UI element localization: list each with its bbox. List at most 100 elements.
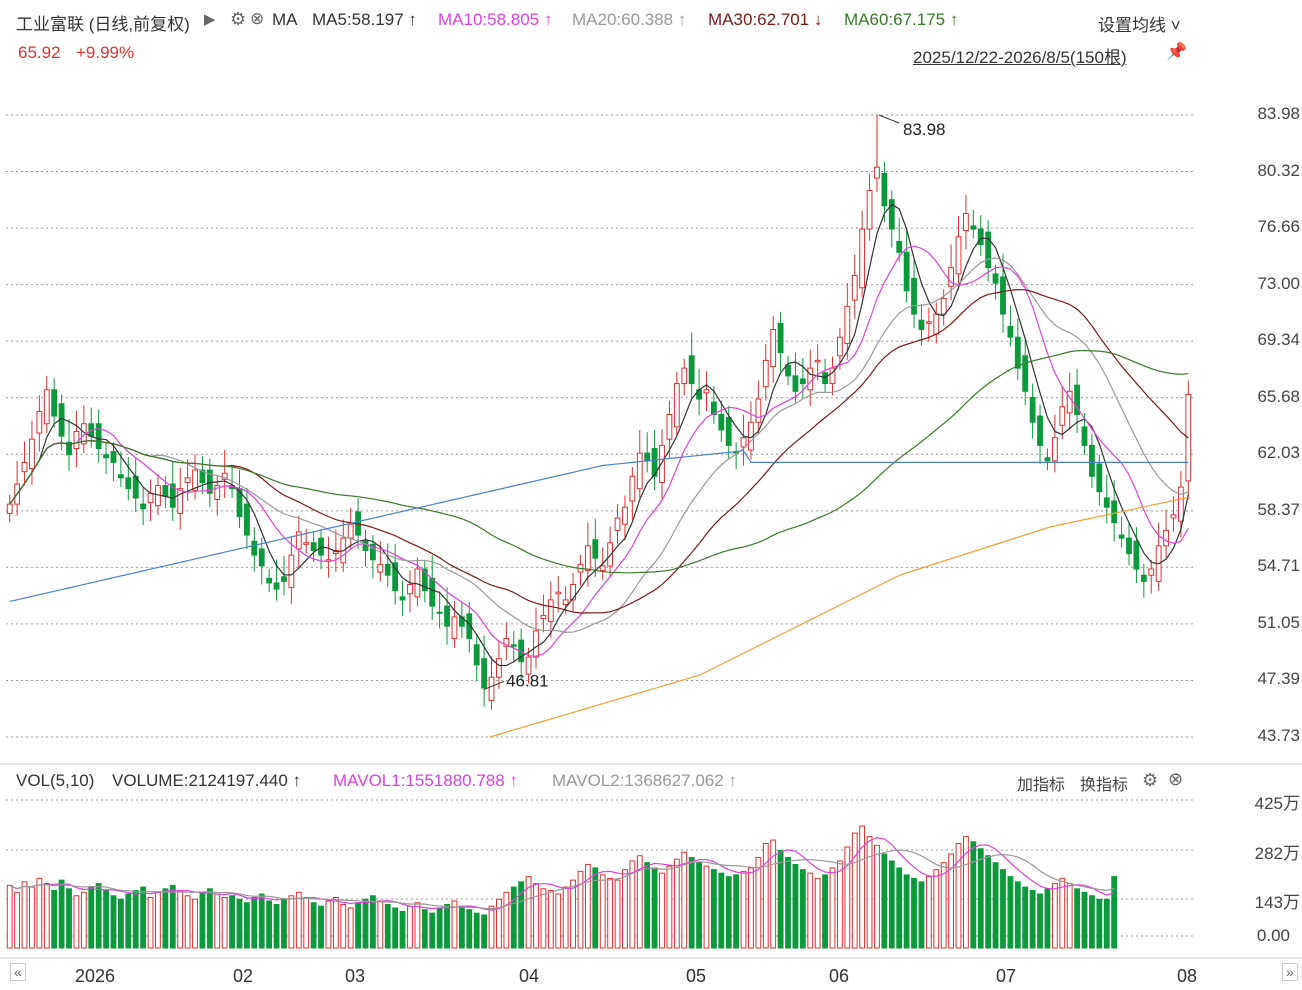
- candle: [370, 543, 376, 561]
- volume-bar: [1089, 895, 1095, 949]
- candle: [896, 240, 903, 253]
- volume-bar: [622, 869, 628, 949]
- candle: [1103, 497, 1110, 508]
- volume-bar: [184, 895, 191, 949]
- volume-bar: [488, 905, 495, 949]
- candle: [362, 540, 369, 551]
- volume-bar: [770, 839, 777, 949]
- volume-bar: [1044, 888, 1051, 949]
- ma-label: MA: [272, 10, 298, 29]
- volume-bar: [414, 902, 421, 949]
- candle: [392, 562, 399, 592]
- candle: [1111, 500, 1118, 524]
- candle: [281, 576, 287, 582]
- candle: [436, 611, 443, 614]
- ma60-value: MA60:67.175 ↑: [844, 10, 959, 29]
- volume-bar: [370, 895, 376, 949]
- volume-bar: [592, 867, 599, 949]
- candle: [184, 477, 191, 483]
- candle: [533, 630, 539, 658]
- candle: [1044, 457, 1051, 462]
- price-tick-label: 47.39: [1257, 669, 1300, 689]
- volume-bar: [822, 874, 828, 949]
- volume-bar: [496, 898, 502, 949]
- pin-icon[interactable]: 📌: [1166, 42, 1188, 61]
- volume-bar: [859, 825, 866, 949]
- volume-bar: [518, 881, 525, 949]
- volume-bar: [562, 886, 569, 949]
- candle: [592, 539, 599, 559]
- candle: [51, 389, 58, 417]
- candle: [125, 477, 132, 490]
- close-circle-icon[interactable]: ⊗: [250, 9, 265, 28]
- candle: [273, 582, 280, 590]
- mavol2-value: MAVOL2:1368627.062 ↑: [552, 771, 737, 790]
- volume-bar: [1000, 869, 1006, 949]
- volume-bar: [636, 855, 643, 949]
- candle: [703, 389, 710, 394]
- candle: [258, 548, 265, 567]
- candle: [117, 474, 124, 479]
- ma60-line: [9, 349, 1189, 574]
- volume-bar: [555, 893, 562, 949]
- candle: [1126, 537, 1132, 555]
- candle: [177, 488, 184, 514]
- volume-bar: [940, 862, 947, 949]
- play-icon[interactable]: ▶: [204, 11, 216, 28]
- candle: [103, 454, 109, 459]
- volume-bar: [918, 881, 925, 949]
- scroll-left-icon[interactable]: «: [10, 963, 26, 981]
- volume-bar: [466, 909, 473, 949]
- switch-indicator-button[interactable]: 换指标: [1080, 777, 1129, 794]
- candle: [599, 565, 606, 572]
- candle: [384, 563, 391, 576]
- date-tick-label: 02: [233, 966, 253, 986]
- date-tick-label: 08: [1177, 966, 1197, 986]
- scroll-right-icon[interactable]: »: [1282, 963, 1298, 981]
- candle: [1014, 336, 1021, 369]
- volume-bar: [874, 844, 880, 949]
- price-tick-label: 62.03: [1257, 443, 1300, 463]
- close-circle-icon[interactable]: ⊗: [1168, 769, 1184, 789]
- candle: [933, 313, 940, 335]
- volume-bar: [473, 912, 480, 949]
- candle: [992, 273, 999, 284]
- volume-bar: [785, 856, 791, 949]
- volume-bar: [362, 898, 369, 949]
- candle: [95, 423, 102, 449]
- candle: [777, 322, 784, 354]
- volume-bar: [881, 853, 888, 949]
- add-indicator-button[interactable]: 加指标: [1017, 777, 1066, 794]
- candle: [525, 656, 532, 675]
- volume-bar: [866, 836, 873, 949]
- candle: [836, 336, 843, 357]
- candle: [473, 644, 480, 666]
- volume-bar: [36, 877, 43, 949]
- volume-bar: [258, 893, 265, 949]
- candle: [659, 444, 665, 483]
- candle: [629, 475, 636, 502]
- volume-bar: [206, 888, 213, 949]
- volume-bar: [799, 869, 806, 949]
- volume-bar: [325, 900, 332, 949]
- ma250-line: [489, 496, 1191, 738]
- current-price: 65.92: [18, 43, 61, 62]
- volume-bar: [340, 903, 347, 949]
- candle: [681, 367, 688, 385]
- candle: [1096, 463, 1103, 493]
- date-range[interactable]: 2025/12/22-2026/8/5(150根): [913, 48, 1127, 67]
- volume-bar: [384, 903, 391, 949]
- candle: [429, 577, 436, 607]
- candle: [1163, 529, 1169, 547]
- settings-ma-button[interactable]: 设置均线 ˅: [1098, 16, 1181, 35]
- candle: [977, 228, 984, 245]
- ma20-value: MA20:60.388 ↑: [572, 10, 687, 29]
- candle: [1074, 384, 1081, 415]
- price-tick-label: 69.34: [1257, 330, 1300, 350]
- gear-icon[interactable]: ⚙: [230, 9, 247, 29]
- candle: [785, 364, 791, 377]
- gear-icon[interactable]: ⚙: [1142, 770, 1159, 790]
- candle: [110, 451, 117, 463]
- price-tick-label: 54.71: [1257, 556, 1300, 576]
- candle: [903, 251, 910, 292]
